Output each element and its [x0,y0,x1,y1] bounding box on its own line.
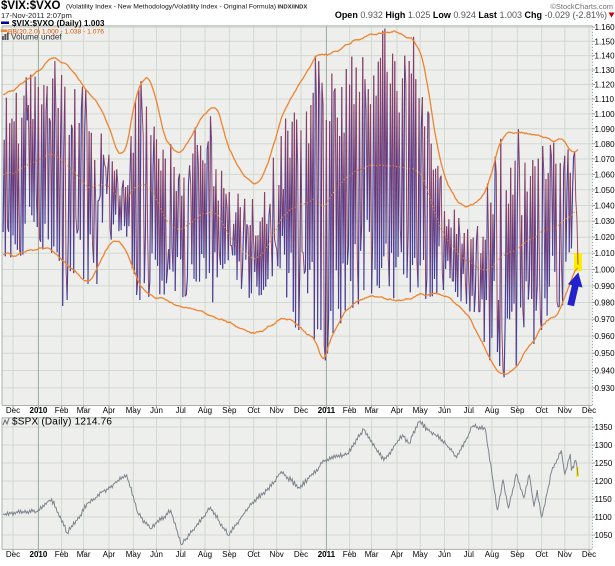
svg-text:Dec: Dec [6,406,20,415]
svg-text:Dec: Dec [294,550,308,559]
svg-text:$VIX:$VXO (Daily) 1.003: $VIX:$VXO (Daily) 1.003 [12,19,105,28]
svg-text:Jul: Jul [176,550,186,559]
svg-text:1.000: 1.000 [595,266,615,275]
svg-text:Aug: Aug [485,406,499,415]
svg-text:Apr: Apr [103,406,116,415]
svg-text:Jun: Jun [150,550,163,559]
svg-text:1.030: 1.030 [595,217,615,226]
svg-text:Jun: Jun [438,406,451,415]
svg-text:1.060: 1.060 [595,170,615,179]
svg-text:1.040: 1.040 [595,202,615,211]
svg-text:0.960: 0.960 [595,332,615,341]
svg-text:1.110: 1.110 [595,95,615,104]
svg-text:Nov: Nov [558,550,572,559]
svg-text:Dec: Dec [582,406,596,415]
svg-text:1.160: 1.160 [595,23,615,32]
svg-text:Jun: Jun [150,406,163,415]
svg-text:Aug: Aug [198,406,212,415]
svg-text:Feb: Feb [343,550,357,559]
svg-text:2011: 2011 [318,406,336,415]
svg-text:Oct: Oct [247,406,260,415]
svg-text:1.050: 1.050 [595,186,615,195]
svg-text:1200: 1200 [595,477,613,486]
svg-text:Sep: Sep [222,406,237,415]
svg-text:1.080: 1.080 [595,140,615,149]
svg-text:Oct: Oct [535,550,548,559]
svg-text:Oct: Oct [247,550,260,559]
svg-text:Sep: Sep [510,406,525,415]
svg-text:Mar: Mar [365,550,379,559]
svg-text:Apr: Apr [391,406,404,415]
svg-text:1100: 1100 [595,513,613,522]
svg-text:Jun: Jun [438,550,451,559]
svg-text:Mar: Mar [77,406,91,415]
svg-text:1.090: 1.090 [595,125,615,134]
svg-text:2011: 2011 [318,550,336,559]
svg-text:Nov: Nov [558,406,572,415]
svg-text:1.140: 1.140 [595,52,615,61]
svg-text:Mar: Mar [77,550,91,559]
svg-text:Aug: Aug [485,550,499,559]
svg-text:0.990: 0.990 [595,282,615,291]
svg-text:Dec: Dec [582,550,596,559]
svg-text:May: May [413,406,428,415]
svg-text:Feb: Feb [55,550,69,559]
svg-text:Dec: Dec [294,406,308,415]
svg-text:1.120: 1.120 [595,81,615,90]
svg-text:Nov: Nov [270,550,284,559]
svg-text:1.020: 1.020 [595,233,615,242]
svg-text:Jul: Jul [464,550,474,559]
svg-text:Sep: Sep [510,550,525,559]
svg-text:1.130: 1.130 [595,66,615,75]
svg-text:Feb: Feb [55,406,69,415]
svg-text:$SPX (Daily) 1214.76: $SPX (Daily) 1214.76 [12,417,112,428]
svg-text:0.940: 0.940 [595,367,615,376]
svg-text:0.980: 0.980 [595,299,615,308]
svg-text:Apr: Apr [103,550,116,559]
svg-text:2010: 2010 [30,550,48,559]
svg-text:May: May [126,406,141,415]
svg-text:Volume undef: Volume undef [11,32,62,42]
svg-text:Jul: Jul [176,406,186,415]
svg-text:May: May [413,550,428,559]
svg-text:Jul: Jul [464,406,474,415]
svg-text:Mar: Mar [365,406,379,415]
svg-text:1050: 1050 [595,531,613,540]
svg-text:(Volatility Index - New Method: (Volatility Index - New Methodology/Vola… [66,4,276,11]
svg-text:1.070: 1.070 [595,155,615,164]
svg-text:Sep: Sep [222,550,237,559]
svg-text:INDX/INDX: INDX/INDX [278,5,308,11]
svg-text:1.010: 1.010 [595,249,615,258]
svg-text:0.930: 0.930 [595,384,615,393]
svg-text:Oct: Oct [535,406,548,415]
svg-text:Dec: Dec [6,550,20,559]
svg-text:0.950: 0.950 [595,349,615,358]
svg-text:Feb: Feb [343,406,357,415]
svg-text:May: May [126,550,141,559]
svg-text:1.150: 1.150 [595,37,615,46]
svg-text:Aug: Aug [198,550,212,559]
svg-text:Open 0.932 High 1.025 Low 0.92: Open 0.932 High 1.025 Low 0.924 Last 1.0… [335,10,607,20]
svg-text:1.100: 1.100 [595,110,615,119]
svg-text:1250: 1250 [595,459,613,468]
svg-text:0.970: 0.970 [595,315,615,324]
svg-text:2010: 2010 [30,406,48,415]
svg-text:1300: 1300 [595,441,613,450]
svg-text:1150: 1150 [595,495,613,504]
svg-text:Nov: Nov [270,406,284,415]
svg-text:Apr: Apr [391,550,404,559]
svg-text:1350: 1350 [595,423,613,432]
